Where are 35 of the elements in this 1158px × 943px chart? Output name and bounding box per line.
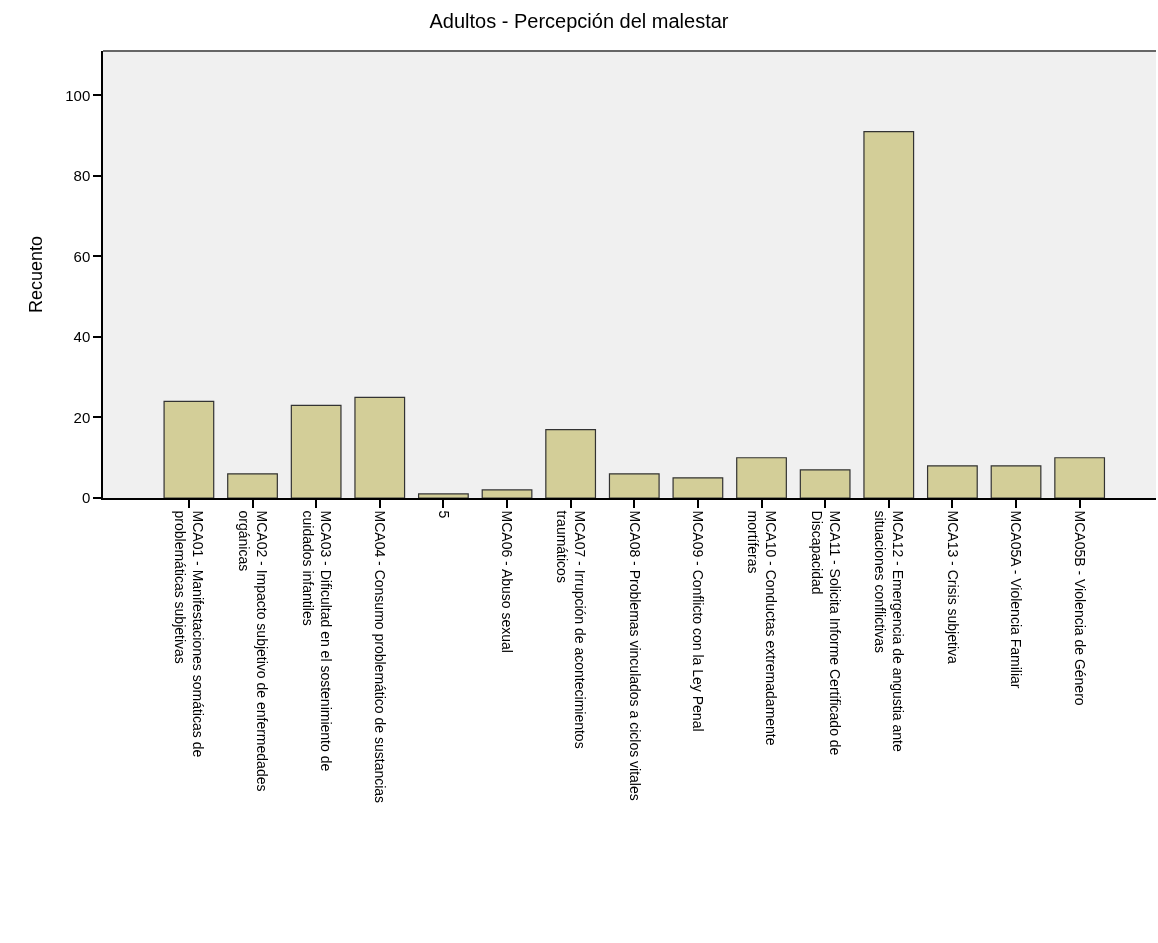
bar xyxy=(163,400,215,498)
x-tick-label: 5 xyxy=(435,510,452,519)
bar xyxy=(863,130,915,498)
x-tick-label: MCA05B - Violencia de Género xyxy=(1072,510,1089,706)
x-tick-label: MCA10 - Conductas extremadamente mortíferas xyxy=(744,510,780,746)
bar xyxy=(354,396,406,498)
x-tick-label: MCA08 - Problemas vinculados a ciclos vitales xyxy=(626,510,643,801)
y-tick-label: 40 xyxy=(73,328,91,346)
x-tick-label: MCA04 - Consumo problemático de sustancias xyxy=(372,510,389,804)
bar xyxy=(672,477,724,498)
y-tick-label: 20 xyxy=(73,408,91,426)
bar xyxy=(417,493,469,498)
bar xyxy=(736,457,787,498)
y-tick-label: 0 xyxy=(81,489,91,507)
bar xyxy=(608,473,660,498)
chart-title: Adultos - Percepción del malestar xyxy=(429,10,729,33)
bar xyxy=(1054,457,1106,498)
y-tick-label: 60 xyxy=(73,247,91,265)
bar xyxy=(290,404,342,498)
bar xyxy=(481,489,533,498)
x-tick-label: MCA06 - Abuso sexual xyxy=(499,510,516,653)
y-axis-title: Recuento xyxy=(25,235,46,314)
y-tick-label: 100 xyxy=(65,86,91,104)
y-tick-label: 80 xyxy=(73,167,91,185)
bar xyxy=(799,469,851,498)
bar xyxy=(926,465,978,498)
x-tick-label: MCA01 - Manifestaciones somáticas de problemáticas subjetivas xyxy=(172,510,207,758)
x-tick-label: MCA07 - Irrupción de acontecimientos traumáticos xyxy=(554,510,589,749)
x-tick-label: MCA02 - Impacto subjetivo de enfermedades orgánicas xyxy=(235,510,271,792)
x-tick-label: MCA09 - Conflicto con la Ley Penal xyxy=(690,510,707,732)
bar xyxy=(227,473,278,498)
x-tick-label: MCA13 - Crisis subjetiva xyxy=(944,510,961,665)
x-tick-label: MCA05A - Violencia Familiar xyxy=(1008,510,1025,689)
bar xyxy=(545,428,597,498)
bar xyxy=(990,465,1042,498)
